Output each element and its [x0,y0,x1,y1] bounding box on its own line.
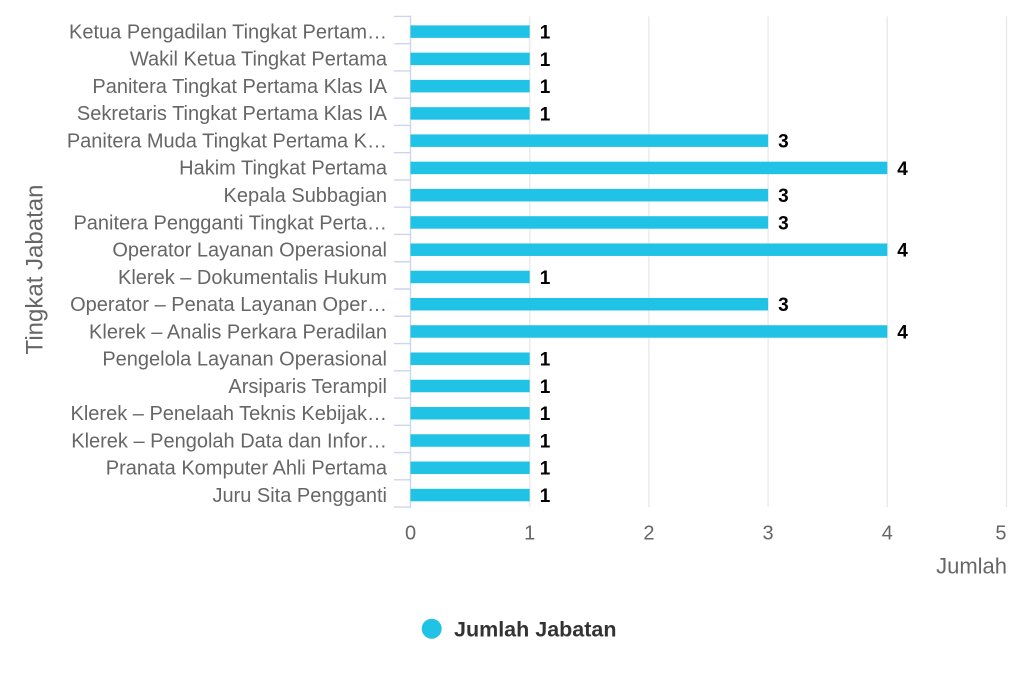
svg-text:Ketua Pengadilan Tingkat Perta: Ketua Pengadilan Tingkat Pertam… [69,21,387,43]
svg-text:5: 5 [995,523,1006,545]
svg-text:1: 1 [540,459,551,480]
svg-text:Tingkat Jabatan: Tingkat Jabatan [22,185,49,355]
svg-text:1: 1 [540,77,551,98]
svg-text:4: 4 [882,523,893,545]
svg-text:1: 1 [540,50,551,71]
svg-text:Panitera Pengganti Tingkat Per: Panitera Pengganti Tingkat Perta… [73,212,387,234]
svg-text:Klerek – Penelaah Teknis Kebij: Klerek – Penelaah Teknis Kebijak… [71,403,387,425]
svg-text:3: 3 [778,213,789,234]
svg-text:1: 1 [540,486,551,507]
svg-text:3: 3 [778,186,789,207]
svg-text:1: 1 [540,377,551,398]
svg-text:1: 1 [540,431,551,452]
svg-text:1: 1 [540,104,551,125]
svg-text:3: 3 [778,295,789,316]
svg-text:1: 1 [540,23,551,44]
svg-text:Pranata Komputer Ahli Pertama: Pranata Komputer Ahli Pertama [106,458,388,480]
svg-text:Klerek – Pengolah Data dan Inf: Klerek – Pengolah Data dan Infor… [71,430,387,452]
svg-text:Operator Layanan Operasional: Operator Layanan Operasional [112,240,387,262]
svg-text:1: 1 [540,350,551,371]
svg-text:Pengelola Layanan Operasional: Pengelola Layanan Operasional [102,349,387,371]
svg-text:Sekretaris Tingkat Pertama Kla: Sekretaris Tingkat Pertama Klas IA [77,103,388,125]
svg-text:4: 4 [897,159,908,180]
svg-text:Juru Sita Pengganti: Juru Sita Pengganti [212,485,387,507]
svg-text:2: 2 [643,523,654,545]
svg-text:3: 3 [778,132,789,153]
svg-text:Panitera Muda Tingkat Pertama: Panitera Muda Tingkat Pertama K… [67,130,387,152]
svg-text:Operator – Penata Layanan Oper: Operator – Penata Layanan Oper… [70,294,387,316]
svg-text:Jumlah Jabatan: Jumlah Jabatan [454,618,617,642]
svg-text:Kepala Subbagian: Kepala Subbagian [224,185,387,207]
svg-text:Panitera Tingkat Pertama Klas: Panitera Tingkat Pertama Klas IA [92,76,387,98]
svg-text:Wakil Ketua Tingkat Pertama: Wakil Ketua Tingkat Pertama [130,49,388,71]
svg-text:Klerek – Dokumentalis Hukum: Klerek – Dokumentalis Hukum [118,267,387,289]
svg-text:0: 0 [405,523,416,545]
svg-text:3: 3 [763,523,774,545]
svg-text:4: 4 [897,241,908,262]
svg-text:1: 1 [540,404,551,425]
svg-text:Hakim Tingkat Pertama: Hakim Tingkat Pertama [179,158,388,180]
svg-text:Jumlah: Jumlah [936,553,1007,578]
svg-text:1: 1 [540,268,551,289]
svg-text:1: 1 [524,523,535,545]
svg-text:4: 4 [897,322,908,343]
svg-text:Klerek – Analis Perkara Peradi: Klerek – Analis Perkara Peradilan [89,321,387,343]
svg-text:Arsiparis Terampil: Arsiparis Terampil [228,376,387,398]
